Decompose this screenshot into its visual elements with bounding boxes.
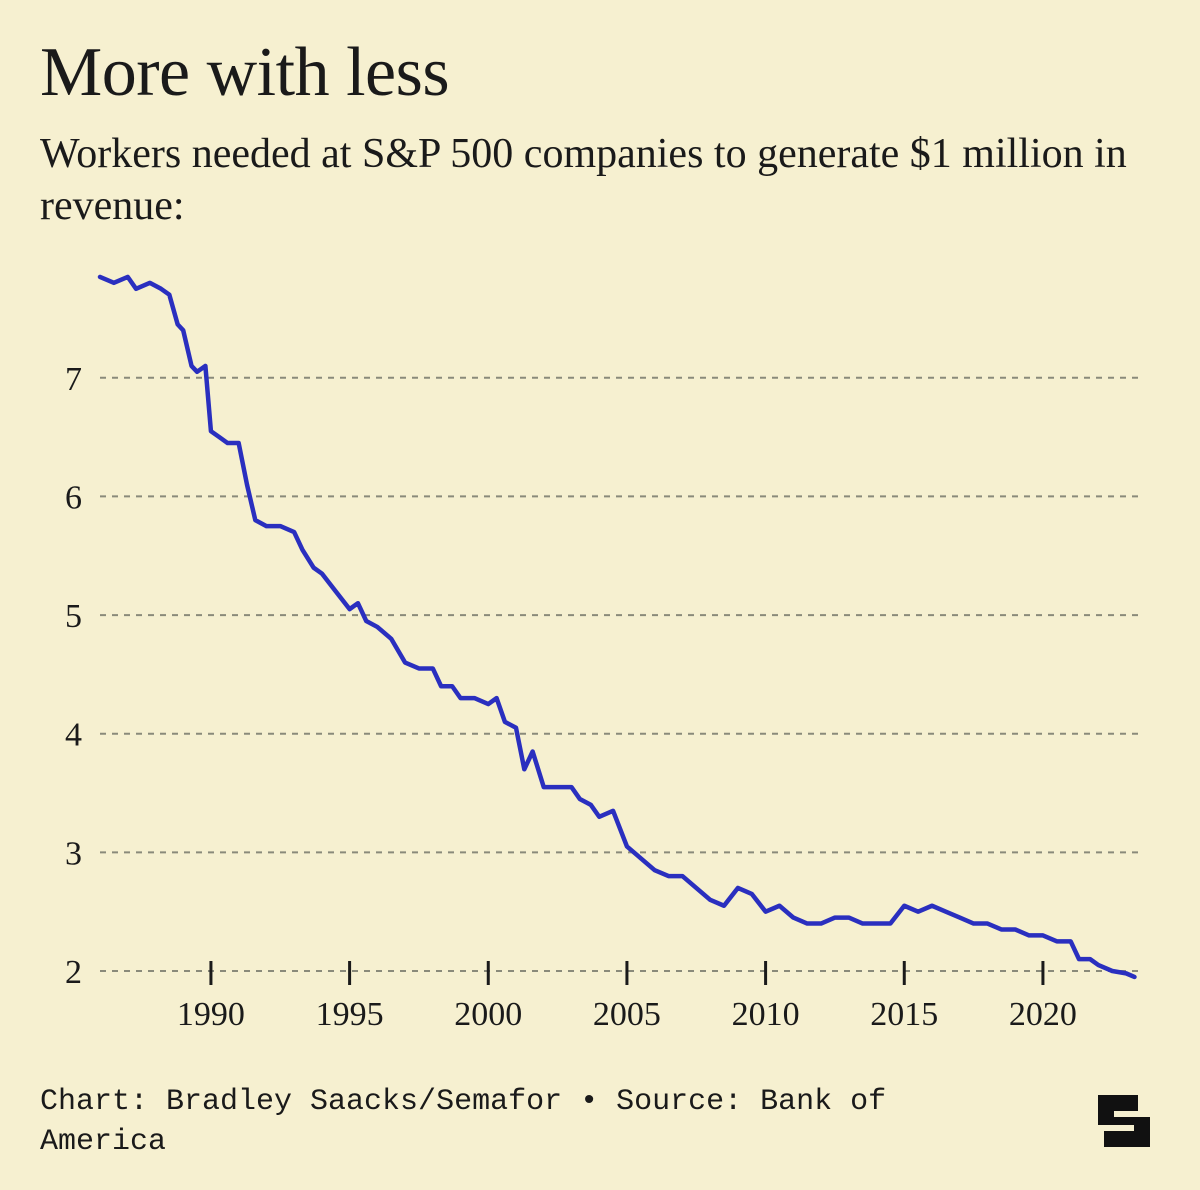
semafor-logo-icon [1090, 1087, 1158, 1160]
chart-source: Chart: Bradley Saacks/Semafor • Source: … [40, 1082, 940, 1163]
svg-text:7: 7 [65, 360, 82, 397]
chart-area: 2 3 4 5 6 7 1990 1995 2000 2005 2010 2015 2020 [40, 261, 1160, 1056]
svg-text:1995: 1995 [316, 996, 384, 1033]
svg-text:2005: 2005 [593, 996, 661, 1033]
svg-text:6: 6 [65, 479, 82, 516]
svg-text:4: 4 [65, 716, 82, 753]
svg-text:1990: 1990 [177, 996, 245, 1033]
chart-title: More with less [40, 36, 1160, 110]
svg-text:2015: 2015 [870, 996, 938, 1033]
chart-subtitle: Workers needed at S&P 500 companies to g… [40, 128, 1160, 233]
svg-text:3: 3 [65, 835, 82, 872]
svg-text:2020: 2020 [1009, 996, 1077, 1033]
svg-text:2000: 2000 [454, 996, 522, 1033]
line-chart: 2 3 4 5 6 7 1990 1995 2000 2005 2010 2015 2020 [40, 261, 1160, 1051]
chart-card: More with less Workers needed at S&P 500… [0, 0, 1200, 1190]
svg-text:2: 2 [65, 954, 82, 991]
svg-text:5: 5 [65, 598, 82, 635]
svg-text:2010: 2010 [732, 996, 800, 1033]
